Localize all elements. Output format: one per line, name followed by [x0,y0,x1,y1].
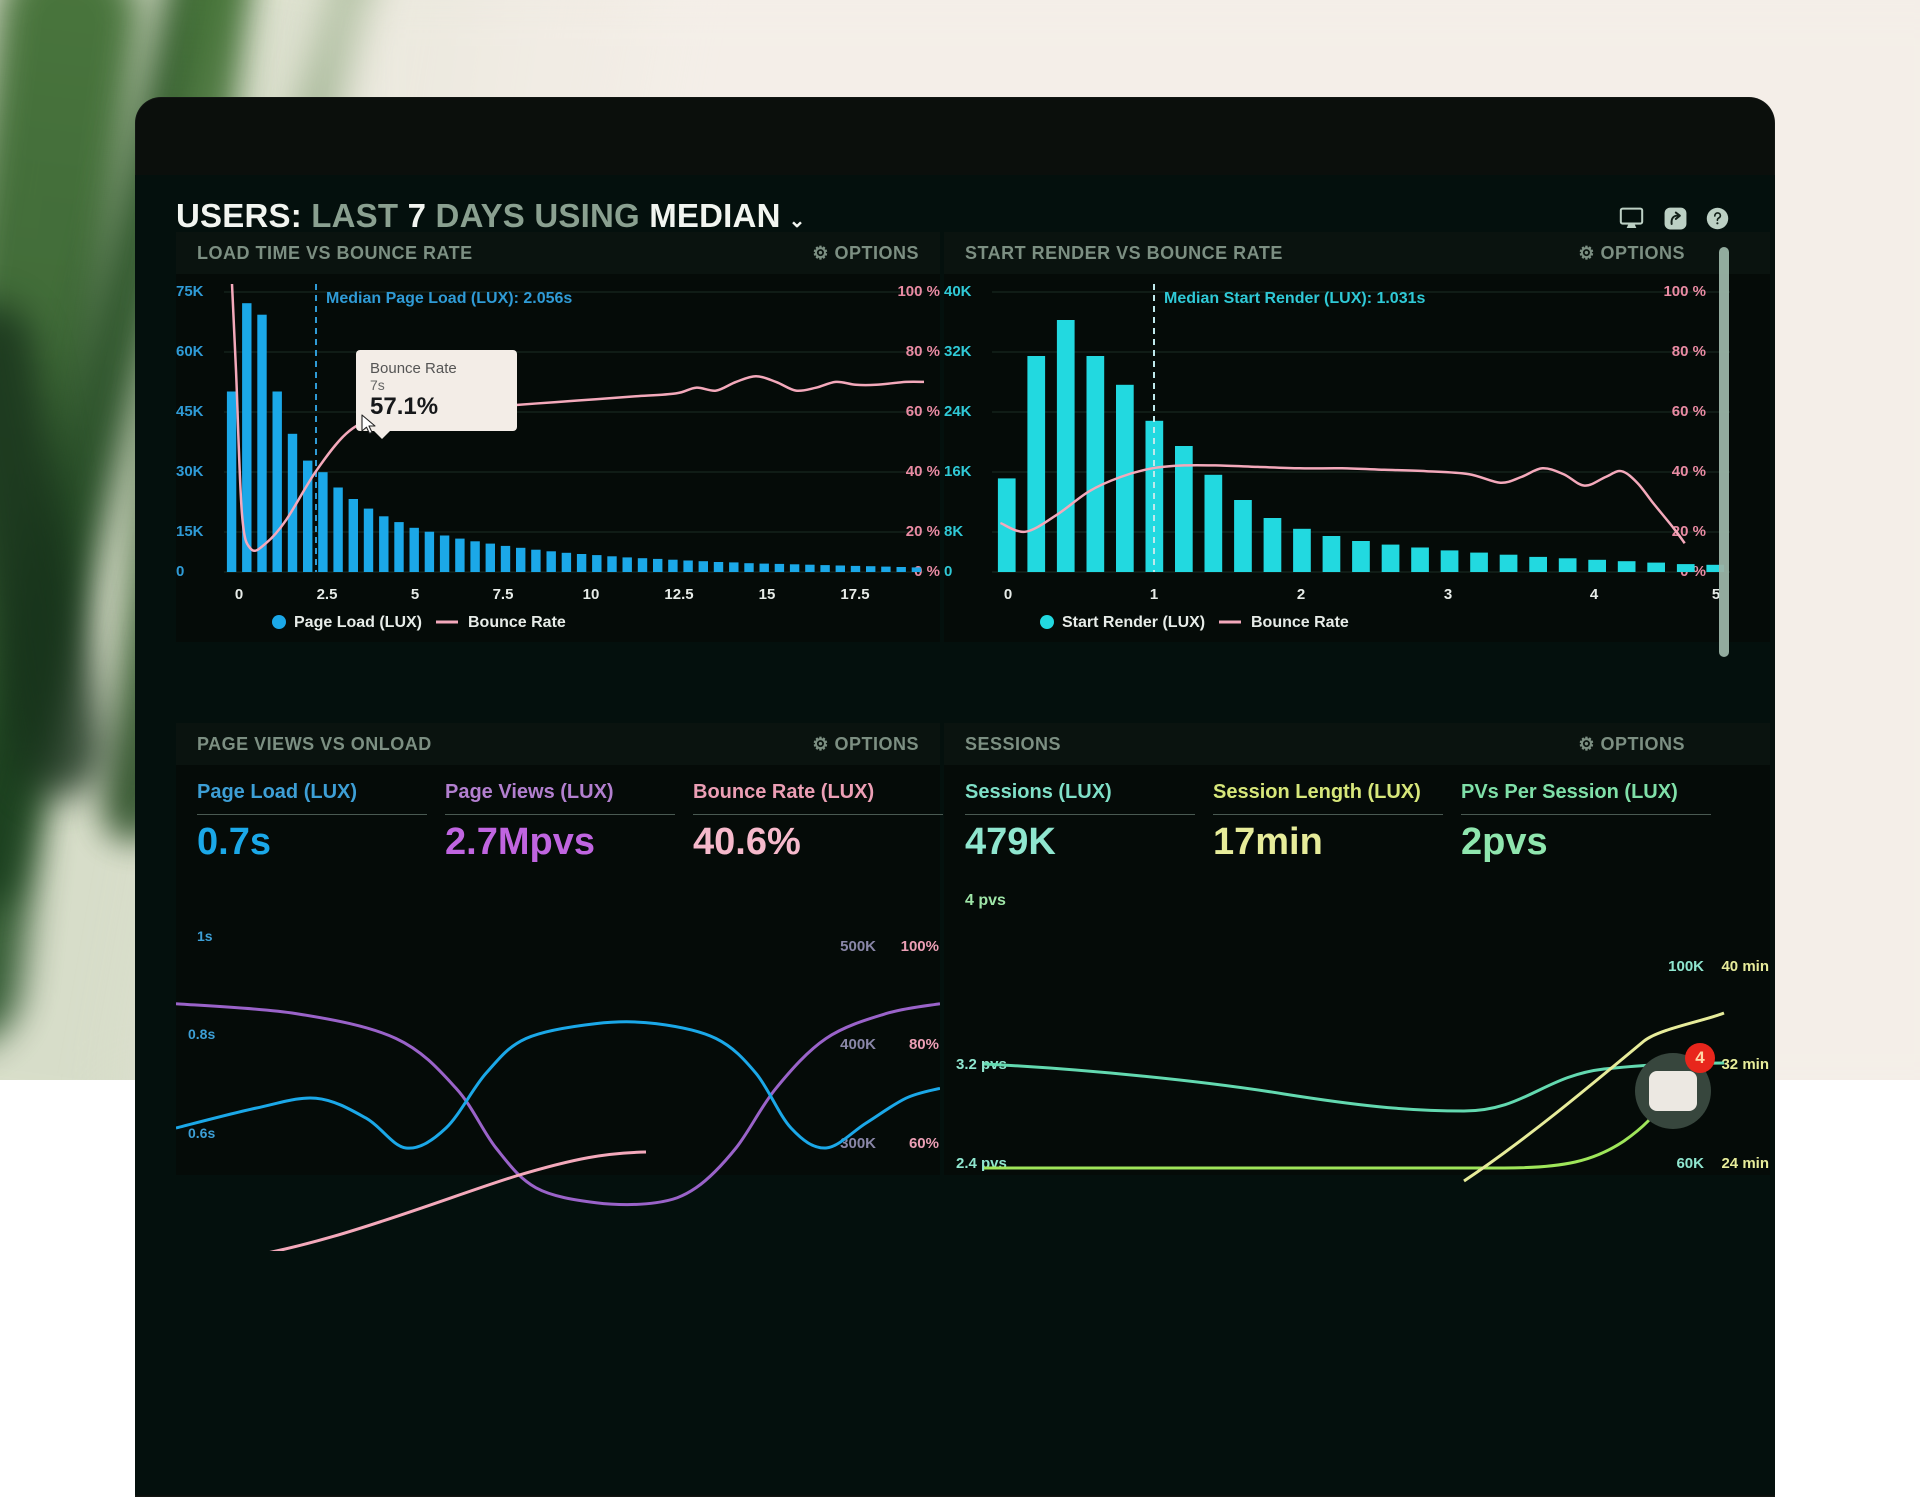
svg-text:0.8s: 0.8s [188,1026,215,1042]
svg-text:80 %: 80 % [1672,343,1706,360]
svg-text:60K: 60K [176,343,204,360]
svg-text:32K: 32K [944,343,972,360]
svg-text:15K: 15K [176,523,204,540]
svg-text:32 min: 32 min [1721,1056,1769,1073]
svg-text:100K: 100K [1668,958,1704,975]
svg-text:8K: 8K [944,523,963,540]
svg-text:0: 0 [235,586,243,603]
svg-text:4: 4 [1590,586,1599,603]
svg-text:Start Render (LUX): Start Render (LUX) [1062,614,1205,631]
svg-text:12.5: 12.5 [664,586,693,603]
svg-text:24 min: 24 min [1721,1155,1769,1172]
svg-text:3: 3 [1444,586,1452,603]
svg-text:40 %: 40 % [906,463,940,480]
svg-text:45K: 45K [176,403,204,420]
svg-text:60 %: 60 % [906,403,940,420]
svg-text:500K: 500K [840,938,876,955]
svg-text:15: 15 [759,586,776,603]
svg-text:7.5: 7.5 [493,586,514,603]
svg-text:20 %: 20 % [906,523,940,540]
svg-text:0.6s: 0.6s [188,1125,215,1141]
svg-text:1: 1 [1150,586,1158,603]
svg-text:17.5: 17.5 [840,586,869,603]
svg-text:0: 0 [176,563,184,580]
svg-text:Bounce Rate: Bounce Rate [1251,614,1349,631]
svg-text:100%: 100% [901,938,939,955]
svg-text:0: 0 [944,563,952,580]
svg-text:2.5: 2.5 [317,586,338,603]
svg-text:75K: 75K [176,283,204,300]
svg-text:80%: 80% [909,1036,939,1053]
svg-text:30K: 30K [176,463,204,480]
svg-text:100 %: 100 % [1663,283,1706,300]
svg-text:400K: 400K [840,1036,876,1053]
svg-text:Bounce Rate: Bounce Rate [468,614,566,631]
svg-text:Page Load (LUX): Page Load (LUX) [294,614,422,631]
svg-text:5: 5 [411,586,419,603]
svg-text:1s: 1s [197,931,213,944]
svg-text:40K: 40K [944,283,972,300]
svg-text:60%: 60% [909,1135,939,1152]
svg-text:60 %: 60 % [1672,403,1706,420]
svg-text:100 %: 100 % [897,283,940,300]
svg-text:10: 10 [583,586,600,603]
svg-text:60K: 60K [1676,1155,1704,1172]
svg-text:16K: 16K [944,463,972,480]
svg-text:80 %: 80 % [906,343,940,360]
svg-text:0: 0 [1004,586,1012,603]
svg-text:40 %: 40 % [1672,463,1706,480]
svg-text:2: 2 [1297,586,1305,603]
svg-text:40 min: 40 min [1721,958,1769,975]
svg-text:24K: 24K [944,403,972,420]
